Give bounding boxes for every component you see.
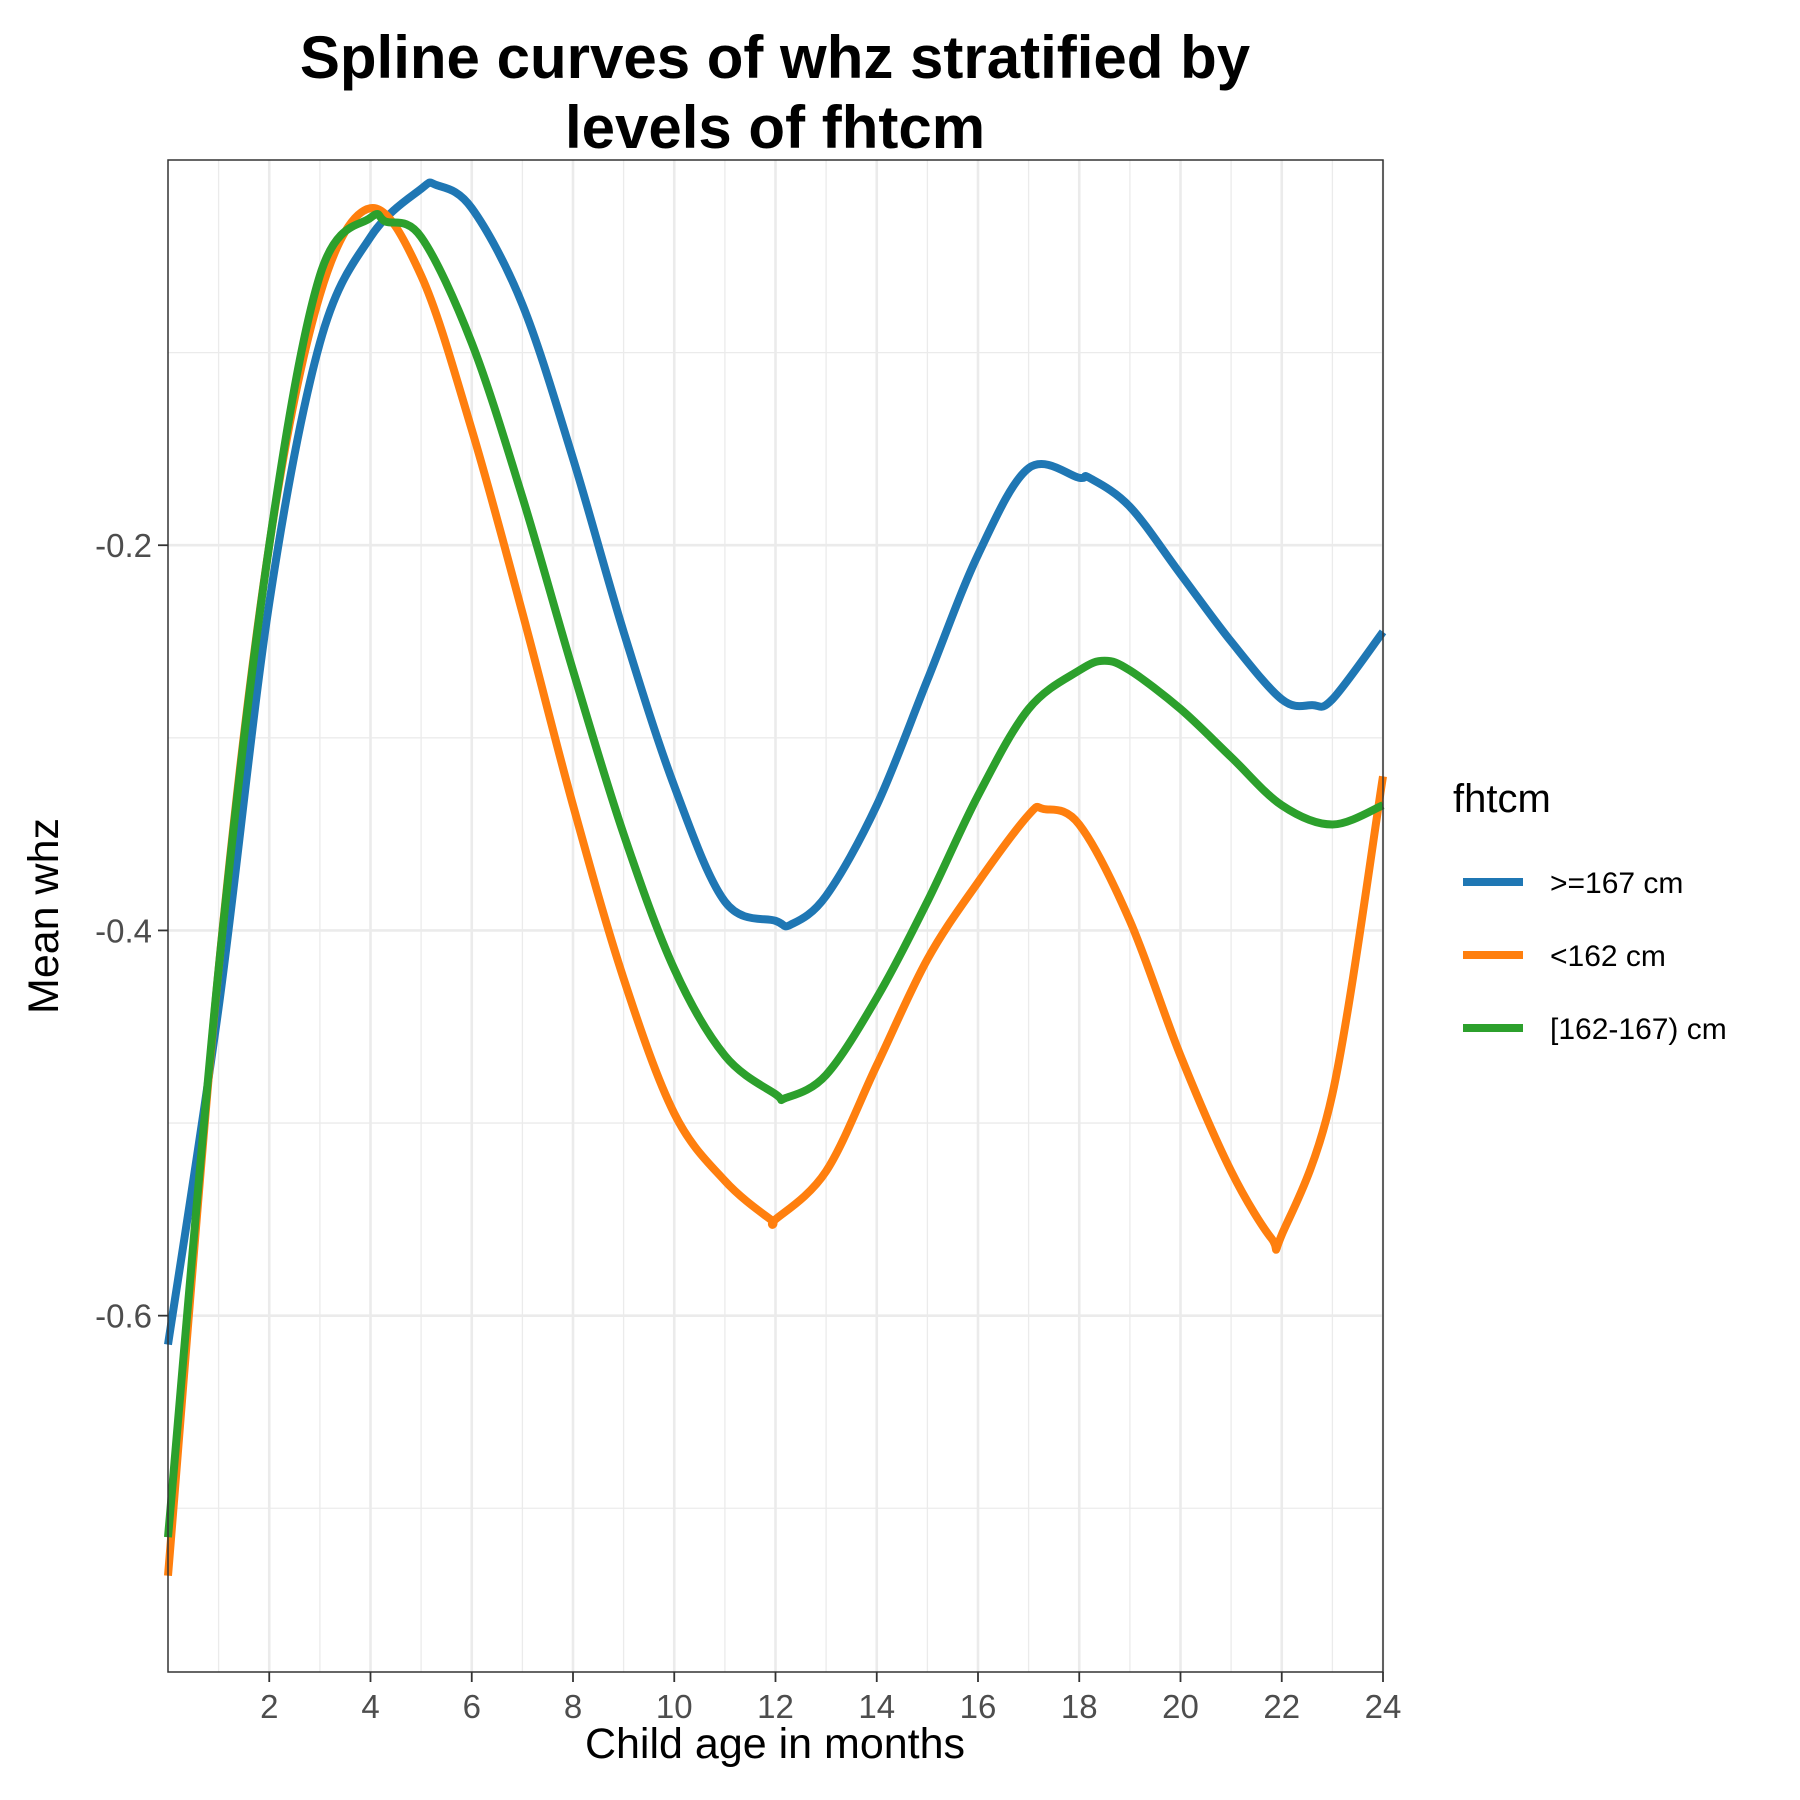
y-axis-label: Mean whz [20,818,68,1014]
x-tick-label: 18 [1061,1688,1098,1725]
legend-label-162-cm: <162 cm [1550,940,1666,973]
x-tick-label: 8 [564,1688,582,1725]
y-tick-label: -0.6 [95,1298,152,1335]
x-tick-label: 24 [1365,1688,1402,1725]
legend-label-167-cm: >=167 cm [1550,867,1683,900]
tick-labels: 2 4 6 8 10 12 14 16 18 20 22 24-0.6-0.4-0.2 [95,527,1401,1725]
y-tick-label: -0.4 [95,912,152,949]
x-tick-label: 14 [858,1688,895,1725]
series-line-167-cm [164,178,1387,1346]
y-tick-label: -0.2 [95,527,152,564]
chart-title-line-2: levels of fhtcm [565,94,985,161]
axis-ticks [158,544,1384,1682]
x-tick-label: 4 [361,1688,379,1725]
x-axis-label: Child age in months [585,1720,965,1768]
legend-title: fhtcm [1453,777,1551,821]
x-tick-label: 6 [463,1688,481,1725]
x-tick-label: 22 [1263,1688,1300,1725]
legend-items: >=167 cm <162 cm [162-167) cm [1463,867,1727,1046]
x-tick-label: 12 [757,1688,794,1725]
x-tick-label: 16 [960,1688,997,1725]
legend-label-162-167-cm: [162-167) cm [1550,1013,1727,1046]
series-lines [164,178,1387,1577]
series-line-162-167-cm [164,210,1385,1538]
chart-title-line-1: Spline curves of whz stratified by [300,24,1251,91]
x-tick-label: 10 [656,1688,693,1725]
legend: fhtcm >=167 cm <162 cm [162-167) cm [1453,777,1727,1046]
x-tick-label: 20 [1162,1688,1199,1725]
x-tick-label: 2 [260,1688,278,1725]
